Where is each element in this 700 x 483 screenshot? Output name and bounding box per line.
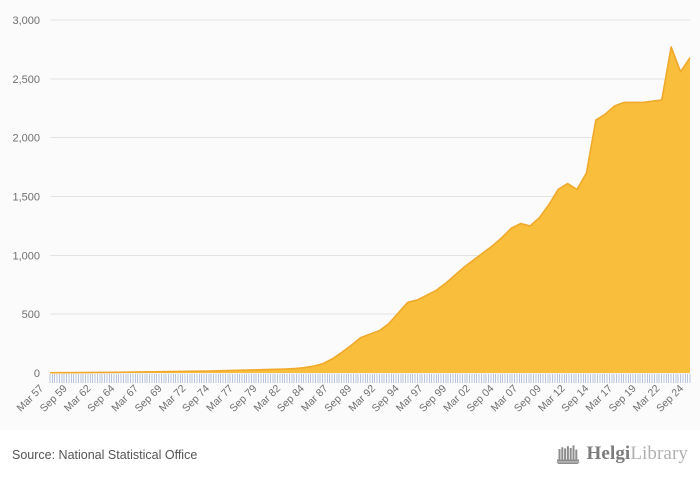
y-tick-label: 1,000 [12,250,40,262]
brand-wordmark: HelgiLibrary [587,443,688,465]
source-note: Source: National Statistical Office [12,448,198,462]
y-tick-label: 3,000 [12,15,40,27]
brand-name-secondary: Library [630,443,688,464]
x-tick-label: Sep 24 [654,383,686,415]
library-building-icon [555,445,580,464]
footer-background [0,430,700,483]
y-axis-labels: 0 500 1,000 1,500 2,000 2,500 3,000 [12,15,40,380]
brand-name-primary: Helgi [586,443,631,464]
series-area-fill [50,47,690,374]
series-line [49,46,691,374]
brand-logo[interactable]: HelgiLibrary [555,443,688,465]
y-tick-label: 2,500 [12,74,40,86]
area-chart-svg: 0 500 1,000 1,500 2,000 2,500 3,000 Mar 57Sep … [12,15,691,415]
x-axis-ticks [49,374,691,383]
y-tick-label: 500 [22,309,40,321]
y-tick-label: 0 [34,368,40,380]
y-tick-label: 2,000 [12,133,40,145]
y-tick-label: 1,500 [12,192,40,204]
